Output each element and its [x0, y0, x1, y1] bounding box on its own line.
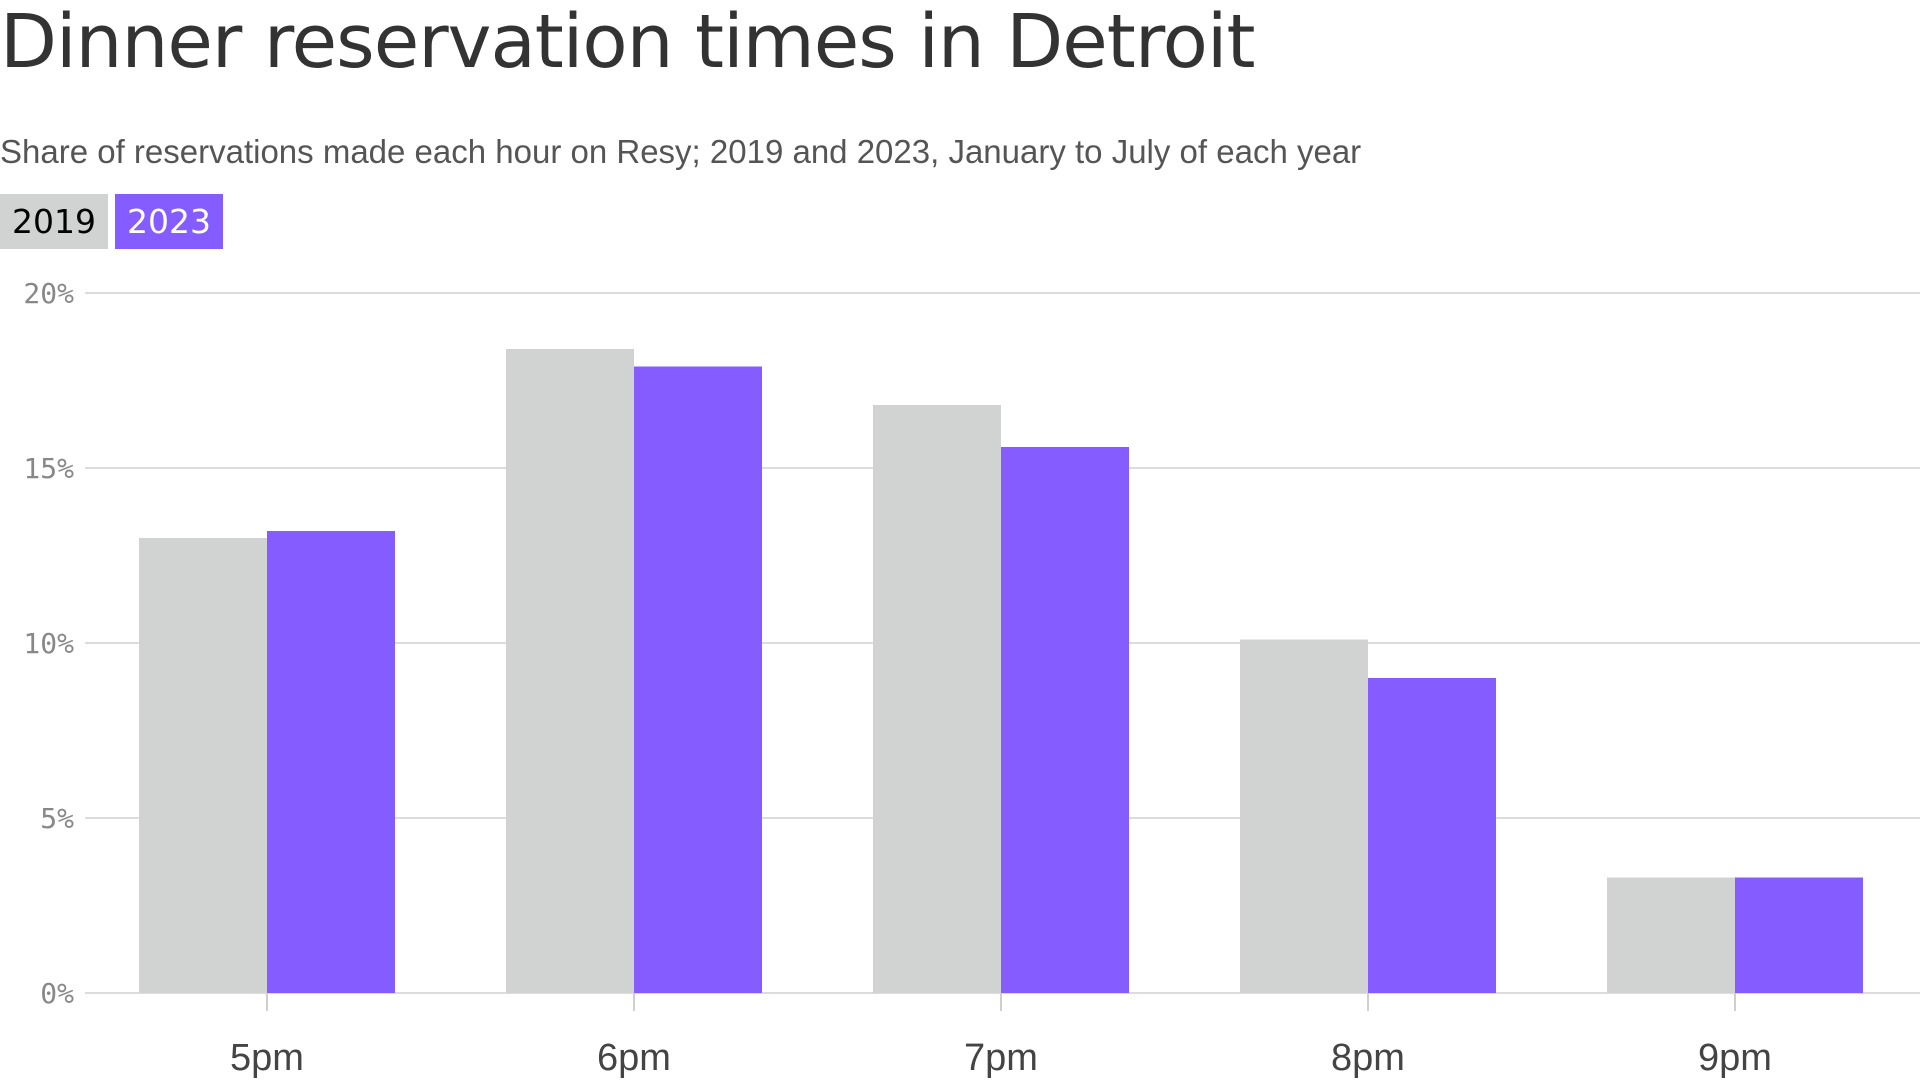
bar-2019-5pm [139, 538, 267, 993]
bar-2019-9pm [1607, 877, 1735, 993]
bar-2019-6pm [506, 349, 634, 993]
bar-2023-8pm [1368, 678, 1496, 993]
x-tick-label: 7pm [964, 1037, 1038, 1079]
bar-2019-7pm [873, 405, 1001, 993]
y-tick-label: 10% [23, 627, 74, 660]
bar-2023-6pm [634, 366, 762, 993]
x-axis: 5pm 6pm 7pm 8pm 9pm [230, 993, 1772, 1079]
bar-2023-9pm [1735, 877, 1863, 993]
y-tick-label: 0% [40, 977, 74, 1010]
x-tick-label: 6pm [597, 1037, 671, 1079]
bar-2023-7pm [1001, 447, 1129, 993]
bars [139, 349, 1863, 993]
y-tick-label: 15% [23, 452, 74, 485]
bar-2019-8pm [1240, 639, 1368, 993]
chart-subtitle: Share of reservations made each hour on … [0, 133, 1362, 170]
x-tick-label: 9pm [1698, 1037, 1772, 1079]
y-tick-label: 5% [40, 802, 74, 835]
y-axis: 0% 5% 10% 15% 20% [23, 277, 74, 1010]
x-tick-label: 5pm [230, 1037, 304, 1079]
x-tick-label: 8pm [1331, 1037, 1405, 1079]
legend: 2019 2023 [0, 194, 223, 249]
legend-item-2023: 2023 [114, 194, 223, 249]
legend-item-2019: 2019 [0, 194, 108, 249]
bar-2023-5pm [267, 531, 395, 993]
chart-title: Dinner reservation times in Detroit [0, 0, 1255, 85]
y-tick-label: 20% [23, 277, 74, 310]
